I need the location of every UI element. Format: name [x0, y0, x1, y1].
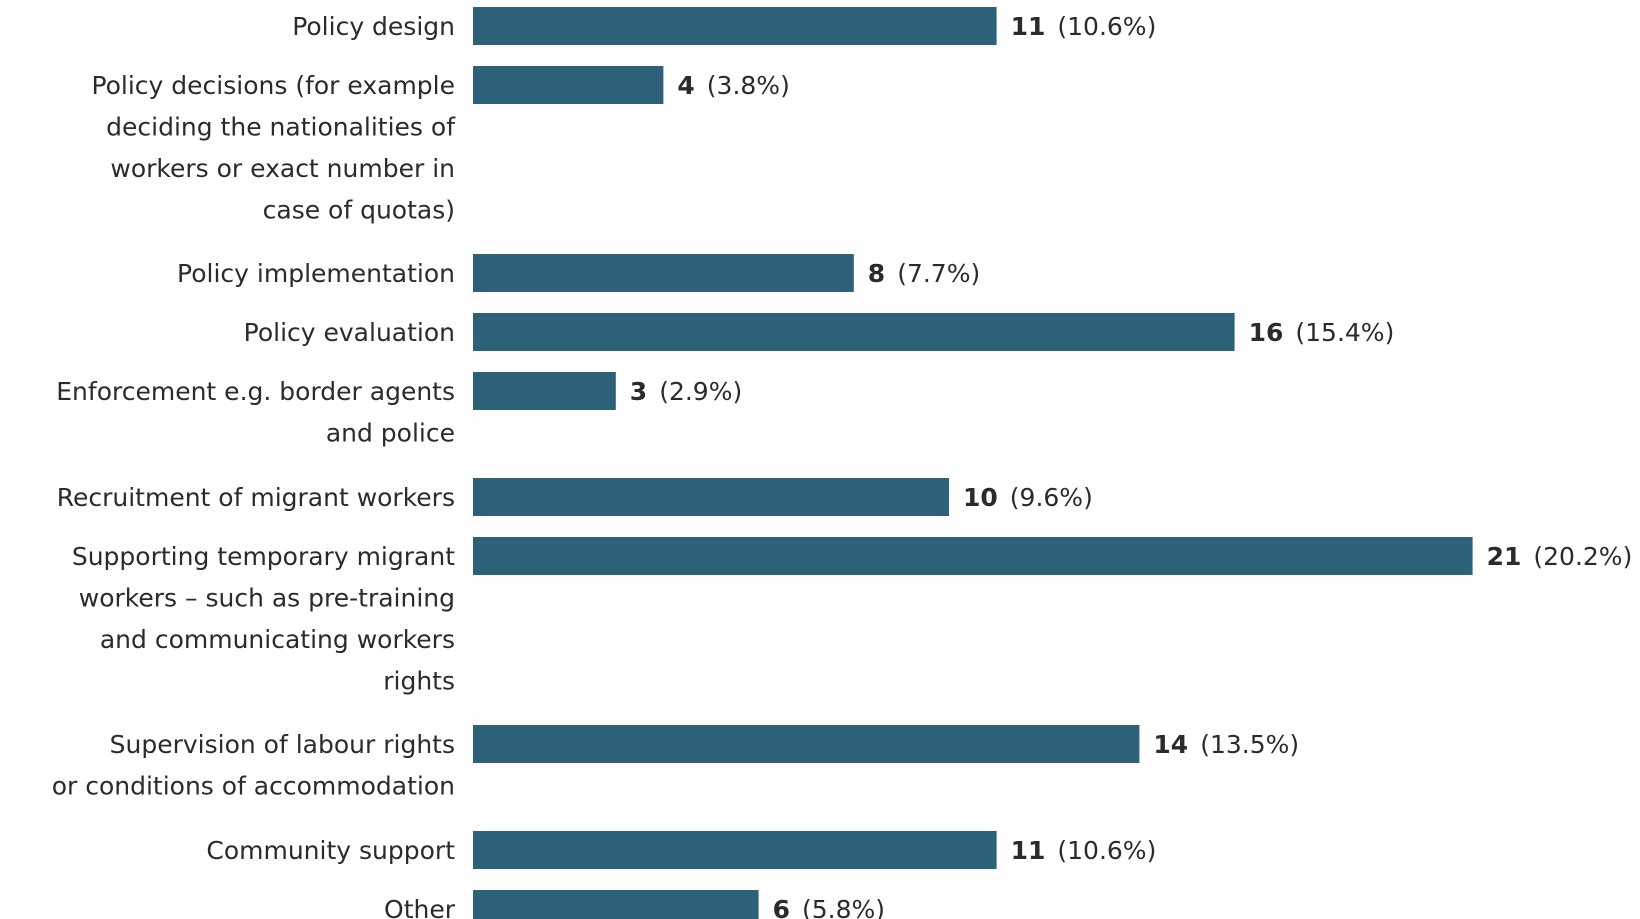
category-label-3: Policy implementation: [177, 259, 455, 288]
category-label-2: Policy decisions (for example deciding th…: [91, 71, 456, 225]
value-label-7: 21 (20.2%): [1487, 542, 1633, 571]
bar-3: [473, 254, 854, 292]
bar-6: [473, 478, 949, 516]
bar-2: [473, 66, 664, 104]
value-label-2: 4 (3.8%): [677, 71, 789, 100]
bar-10: [473, 890, 759, 919]
bar-9: [473, 831, 997, 869]
category-label-4: Policy evaluation: [244, 318, 455, 347]
category-label-9: Community support: [206, 836, 455, 865]
category-label-8: Supervision of labour rights or condition…: [52, 730, 455, 801]
bar-7: [473, 537, 1473, 575]
value-label-6: 10 (9.6%): [963, 483, 1093, 512]
category-label-10: Other: [384, 895, 456, 919]
bar-4: [473, 313, 1235, 351]
bar-8: [473, 725, 1140, 763]
category-label-6: Recruitment of migrant workers: [57, 483, 455, 512]
value-label-8: 14 (13.5%): [1153, 730, 1299, 759]
bar-5: [473, 372, 616, 410]
value-label-10: 6 (5.8%): [773, 895, 885, 919]
category-label-7: Supporting temporary migrant workers – su…: [72, 542, 455, 696]
value-label-9: 11 (10.6%): [1011, 836, 1157, 865]
category-label-5: Enforcement e.g. border agents and police: [56, 377, 455, 448]
bar-1: [473, 7, 997, 45]
value-label-5: 3 (2.9%): [630, 377, 742, 406]
category-label-1: Policy design: [292, 12, 455, 41]
value-label-1: 11 (10.6%): [1011, 12, 1157, 41]
value-label-3: 8 (7.7%): [868, 259, 980, 288]
value-label-4: 16 (15.4%): [1249, 318, 1395, 347]
